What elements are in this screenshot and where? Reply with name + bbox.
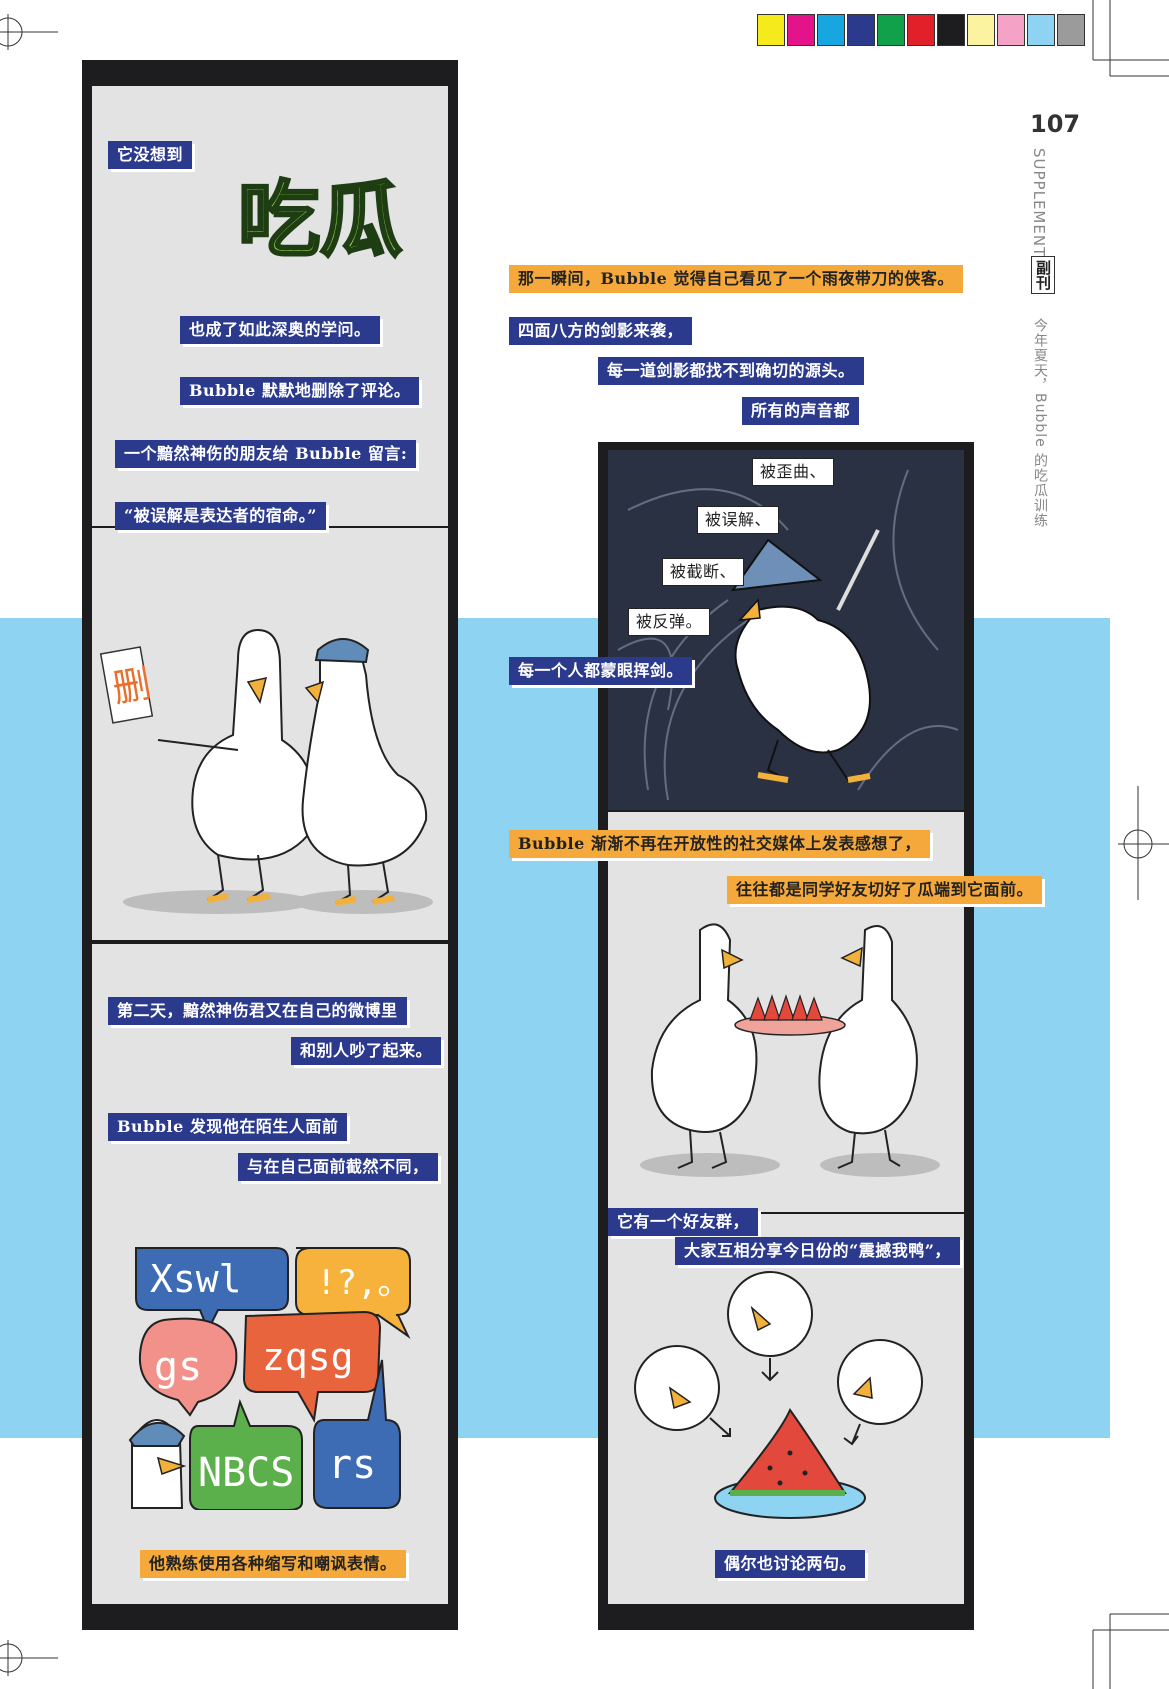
caption: 一个黯然神伤的朋友给 Bubble 留言: xyxy=(115,440,417,468)
caption: 每一道剑影都找不到确切的源头。 xyxy=(598,357,864,385)
caption: 被截断、 xyxy=(662,558,745,586)
color-swatch xyxy=(847,14,875,46)
section-label-cn-box: 副刊 xyxy=(1031,256,1055,294)
color-swatch xyxy=(967,14,995,46)
chigua-text: 吃瓜 xyxy=(238,173,402,268)
caption: Bubble 渐渐不再在开放性的社交媒体上发表感想了， xyxy=(509,830,930,858)
caption: 往往都是同学好友切好了瓜端到它面前。 xyxy=(727,876,1043,904)
caption: 它有一个好友群， xyxy=(608,1208,759,1236)
bubble-text: rs xyxy=(328,1442,376,1488)
bubble-text: gs xyxy=(154,1344,202,1390)
caption: 偶尔也讨论两句。 xyxy=(715,1550,866,1578)
color-swatch xyxy=(937,14,965,46)
caption: 四面八方的剑影来袭， xyxy=(509,317,693,345)
bubble-text: NBCS xyxy=(198,1450,294,1496)
slang-bubbles-illustration: Xswl !?,。 gs zqsg NBCS rs xyxy=(128,1247,411,1510)
color-swatch xyxy=(817,14,845,46)
caption: 第二天，黯然神伤君又在自己的微博里 xyxy=(108,997,407,1025)
bubble-text: zqsg xyxy=(262,1335,354,1379)
color-swatch xyxy=(877,14,905,46)
chigua-title-art: 吃瓜 xyxy=(237,172,404,270)
caption: 那一瞬间，Bubble 觉得自己看见了一个雨夜带刀的侠客。 xyxy=(509,265,963,293)
color-swatch xyxy=(997,14,1025,46)
page-number: 107 xyxy=(1030,110,1081,138)
section-label-en: SUPPLEMENT xyxy=(1030,148,1048,258)
friend-group-illustration xyxy=(634,1271,923,1519)
caption: 每一个人都蒙眼挥剑。 xyxy=(509,657,693,685)
caption: 和别人吵了起来。 xyxy=(291,1037,442,1065)
color-swatch xyxy=(1027,14,1055,46)
caption: 被误解、 xyxy=(697,506,780,534)
caption: 被反弹。 xyxy=(628,608,711,636)
caption: Bubble 发现他在陌生人面前 xyxy=(108,1113,348,1141)
caption: 大家互相分享今日份的“震撼我鸭”， xyxy=(675,1237,960,1265)
color-swatch xyxy=(907,14,935,46)
bubble-text: !?,。 xyxy=(316,1263,411,1303)
color-swatch xyxy=(787,14,815,46)
caption: “被误解是表达者的宿命。” xyxy=(115,502,326,530)
caption: 所有的声音都 xyxy=(742,397,860,425)
color-swatch xyxy=(757,14,785,46)
ducks-delete-illustration: 删 xyxy=(99,628,433,914)
caption: 被歪曲、 xyxy=(752,458,835,486)
section-label-cn: 副刊 xyxy=(1034,260,1052,290)
article-title: 今年夏天，Bubble 的吃瓜训练 xyxy=(1032,318,1048,529)
caption: 他熟练使用各种缩写和嘲讽表情。 xyxy=(140,1550,406,1578)
caption: 它没想到 xyxy=(108,141,193,169)
caption: Bubble 默默地删除了评论。 xyxy=(180,377,420,405)
ducks-watermelon-illustration xyxy=(640,923,940,1177)
delete-sign-text: 删 xyxy=(109,661,154,711)
color-swatch xyxy=(1057,14,1085,46)
caption: 也成了如此深奥的学问。 xyxy=(180,316,380,344)
bubble-text: Xswl xyxy=(150,1257,242,1301)
caption: 与在自己面前截然不同， xyxy=(238,1153,438,1181)
